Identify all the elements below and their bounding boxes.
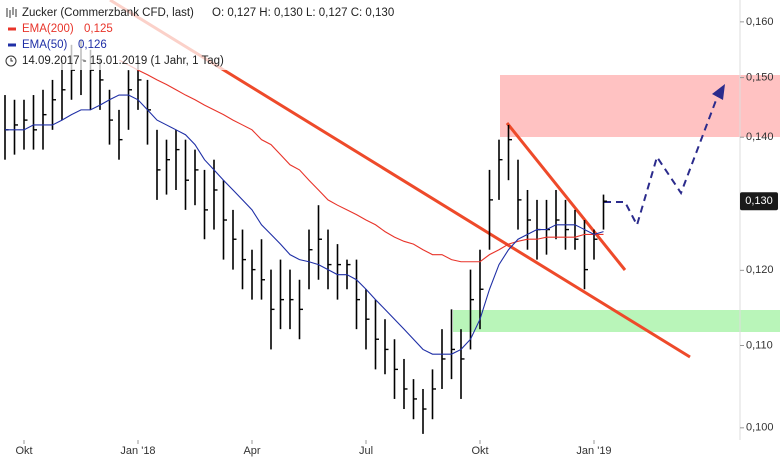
clock-icon	[10, 58, 13, 62]
plot	[4, 39, 607, 434]
period: 14.09.2017 - 15.01.2019 (1 Jahr, 1 Tag)	[22, 55, 224, 67]
chart-title: Zucker (Commerzbank CFD, last)	[22, 7, 194, 19]
x-tick-label: Jan '19	[576, 445, 611, 457]
y-tick-label: 0,160	[746, 16, 774, 28]
quote: O: 0,127 H: 0,130 L: 0,127 C: 0,130	[212, 7, 394, 19]
y-tick-label: 0,140	[746, 131, 774, 143]
clock-icon	[5, 55, 17, 67]
trend-line	[505, 122, 627, 271]
support-zone	[453, 310, 780, 332]
last-price-box	[740, 192, 778, 211]
last-price-label: 0,130	[745, 195, 773, 207]
y-tick-label: 0,150	[746, 72, 774, 84]
ema-line	[118, 59, 604, 263]
y-tick-label: 0,100	[746, 422, 774, 434]
x-tick-label: Okt	[471, 445, 488, 457]
resistance-zone	[500, 75, 780, 137]
legend-value: 0,126	[78, 39, 107, 51]
legend-value: 0,125	[84, 23, 113, 35]
forecast-path	[604, 94, 719, 228]
legend: Zucker (Commerzbank CFD, last) O: 0,127 …	[0, 0, 394, 70]
y-tick-label: 0,120	[746, 264, 774, 276]
x-tick-label: Apr	[243, 445, 260, 457]
legend-bg	[0, 0, 330, 70]
annotations	[109, 0, 780, 359]
ema-line	[5, 94, 604, 355]
chart-icon	[6, 7, 17, 18]
legend-label: EMA(200)	[22, 23, 74, 35]
x-tick-label: Jan '18	[120, 445, 155, 457]
legend-label: EMA(50)	[22, 39, 68, 51]
x-tick-label: Okt	[15, 445, 32, 457]
x-tick-label: Jul	[359, 445, 373, 457]
y-tick-label: 0,110	[746, 339, 773, 351]
forecast-arrow	[712, 84, 725, 100]
